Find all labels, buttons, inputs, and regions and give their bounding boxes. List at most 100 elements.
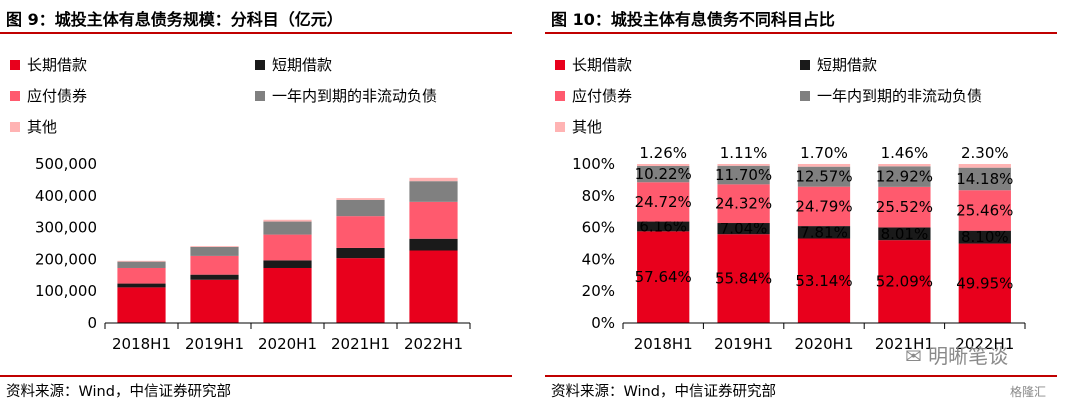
bar-segment [958, 243, 1011, 323]
data-label: 24.72% [635, 193, 692, 211]
data-label: 52.09% [876, 273, 933, 291]
legend-label: 其他 [27, 118, 57, 136]
legend-item: 应付债券 [555, 87, 632, 105]
legend-swatch [555, 122, 565, 132]
x-tick-label: 2021H1 [331, 335, 390, 353]
bar-segment [409, 238, 458, 251]
x-tick-label: 2020H1 [258, 335, 317, 353]
data-label: 1.46% [881, 144, 929, 162]
data-label: 12.57% [795, 168, 852, 186]
y-tick-label: 0% [591, 314, 615, 332]
legend-swatch [10, 122, 20, 132]
bar-segment [117, 261, 166, 268]
bar-segment [958, 167, 1011, 191]
bar-segment [409, 181, 458, 202]
y-tick-label: 100,000 [35, 282, 97, 300]
bar-segment [878, 166, 931, 187]
bar-segment [409, 201, 458, 239]
figure-10-source: 资料来源：Wind，中信证券研究部 [551, 384, 776, 400]
bar-stack [263, 219, 312, 323]
bar-stack: 49.95% 8.10% 25.46% 14.18% 2.30% [956, 144, 1013, 323]
legend-swatch [255, 60, 265, 70]
bar-segment [336, 216, 385, 248]
y-tick-label: 40% [582, 250, 615, 268]
bar-segment [263, 219, 312, 222]
x-tick-label: 2022H1 [955, 335, 1014, 353]
legend-item: 长期借款 [555, 56, 632, 74]
x-tick-label: 2019H1 [185, 335, 244, 353]
legend-swatch [555, 60, 565, 70]
y-tick-label: 100% [572, 155, 615, 173]
bar-segment [797, 186, 851, 227]
bar-segment [878, 240, 931, 323]
bar-segment [637, 231, 690, 323]
data-label: 24.79% [795, 197, 852, 215]
y-tick-label: 0 [87, 314, 97, 332]
x-tick-label: 2022H1 [404, 335, 463, 353]
data-label: 12.92% [876, 168, 933, 186]
bar-segment [409, 177, 458, 182]
legend-label: 一年内到期的非流动负债 [272, 87, 437, 105]
legend-swatch [10, 91, 20, 101]
wechat-icon: ✉ [905, 344, 922, 368]
bar-segment [637, 166, 690, 183]
data-label: 7.81% [800, 223, 848, 241]
legend-swatch [800, 60, 810, 70]
x-tick-label: 2018H1 [112, 335, 171, 353]
source-rule [0, 375, 512, 377]
data-label: 24.32% [715, 195, 772, 213]
bar-segment [336, 199, 385, 217]
bar-segment [717, 184, 770, 224]
watermark-sub: 格隆汇 [1010, 383, 1046, 400]
bar-segment [637, 221, 690, 232]
legend-swatch [555, 91, 565, 101]
data-label: 1.70% [800, 144, 848, 162]
bar-segment [336, 198, 385, 200]
bar-segment [190, 255, 239, 275]
bar-segment [717, 165, 770, 185]
bar-stack [409, 177, 458, 323]
bar-segment [117, 260, 166, 262]
bar-segment [958, 190, 1011, 231]
y-tick-label: 400,000 [35, 187, 97, 205]
bar-segment [336, 247, 385, 259]
y-tick-label: 80% [582, 187, 615, 205]
data-label: 10.22% [635, 165, 692, 183]
legend-label: 长期借款 [27, 56, 87, 74]
bar-segment [637, 182, 690, 222]
bar-segment [797, 166, 851, 187]
bar-stack: 52.09% 8.01% 25.52% 12.92% 1.46% [876, 144, 933, 323]
bar-segment [717, 163, 770, 166]
bar-segment [958, 230, 1011, 244]
figure-10-panel: 图 10：城投主体有息债务不同科目占比 长期借款 短期借款应付债券 一年内到期的非流… [545, 0, 1080, 404]
legend-item: 其他 [10, 118, 57, 136]
y-tick-label: 200,000 [35, 250, 97, 268]
figure-9-source: 资料来源：Wind，中信证券研究部 [6, 384, 231, 400]
source-rule [545, 375, 1057, 377]
legend-label: 一年内到期的非流动负债 [817, 87, 982, 105]
legend-label: 短期借款 [817, 56, 877, 74]
figure-10-title: 图 10：城投主体有息债务不同科目占比 [551, 10, 835, 29]
legend-label: 应付债券 [27, 87, 87, 105]
bar-segment [958, 164, 1011, 168]
watermark-text: 明晰笔谈 [928, 344, 1009, 368]
x-tick-label: 2018H1 [634, 335, 693, 353]
bar-stack: 55.84% 7.04% 24.32% 11.70% 1.11% [715, 144, 772, 323]
title-rule [0, 32, 512, 34]
legend-item: 长期借款 [10, 56, 87, 74]
data-label: 49.95% [956, 274, 1013, 292]
bar-segment [717, 223, 770, 235]
data-label: 2.30% [961, 144, 1009, 162]
bar-stack [336, 198, 385, 323]
bar-segment [336, 258, 385, 323]
bar-stack: 53.14% 7.81% 24.79% 12.57% 1.70% [795, 144, 853, 323]
legend-item: 一年内到期的非流动负债 [255, 87, 437, 105]
bar-segment [190, 246, 239, 247]
bar-segment [117, 287, 166, 323]
bar-segment [797, 163, 851, 167]
bar-stack [190, 246, 239, 323]
bar-segment [878, 186, 931, 228]
legend-label: 短期借款 [272, 56, 332, 74]
